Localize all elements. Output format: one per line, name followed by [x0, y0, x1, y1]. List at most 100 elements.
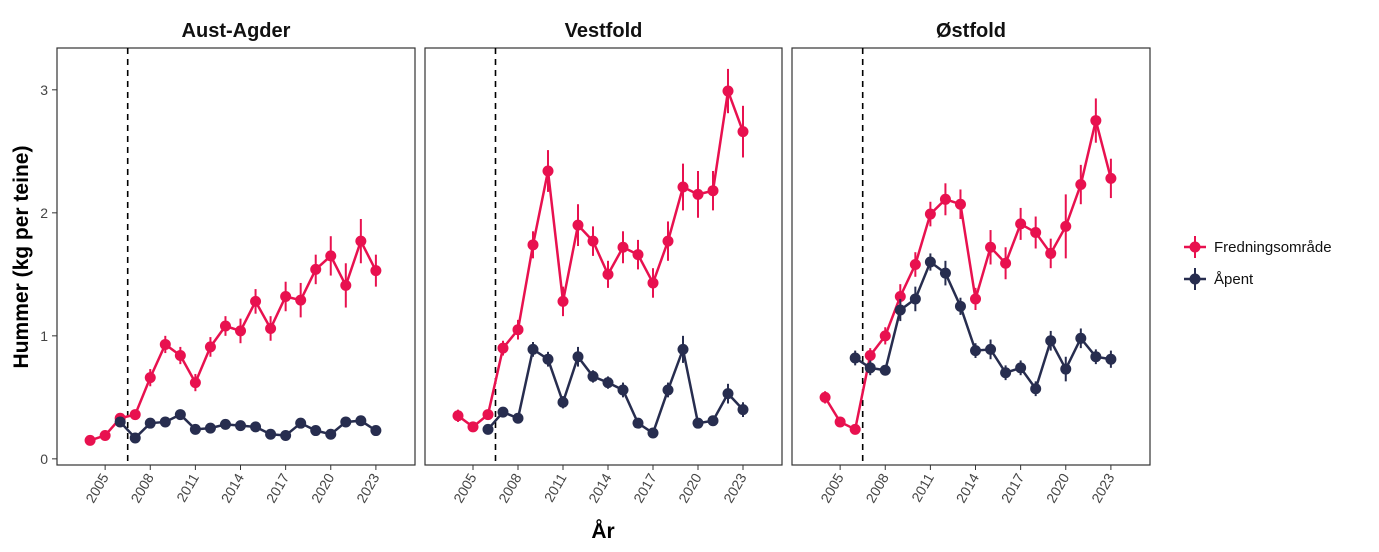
x-tick-label: 2005 — [817, 470, 847, 505]
data-point — [204, 422, 216, 434]
data-point — [970, 293, 982, 305]
data-point — [280, 290, 292, 302]
series-line-apent — [119, 413, 377, 440]
data-point — [557, 295, 569, 307]
data-point — [1075, 179, 1087, 191]
panel-title: Aust-Agder — [182, 20, 291, 42]
data-point — [587, 235, 599, 247]
data-point — [295, 294, 307, 306]
data-point — [924, 208, 936, 220]
data-point — [340, 416, 352, 428]
legend-item-apent[interactable]: Åpent — [1184, 268, 1254, 290]
y-tick-label: 1 — [40, 328, 48, 344]
data-point — [677, 343, 689, 355]
data-point — [617, 241, 629, 253]
data-point — [1060, 363, 1072, 375]
data-point — [189, 423, 201, 435]
data-point — [159, 416, 171, 428]
data-point — [99, 429, 111, 441]
x-tick-label: 2017 — [263, 470, 293, 505]
data-point — [1030, 383, 1042, 395]
data-point — [219, 418, 231, 430]
data-point — [355, 235, 367, 247]
data-point — [1015, 218, 1027, 230]
x-tick-label: 2011 — [541, 470, 570, 504]
data-point — [647, 427, 659, 439]
panel-border — [424, 47, 783, 466]
data-point — [235, 325, 247, 337]
x-tick-label: 2011 — [908, 470, 937, 504]
data-point — [370, 425, 382, 437]
data-point — [159, 338, 171, 350]
data-point — [1060, 220, 1072, 232]
data-point — [909, 293, 921, 305]
data-point — [1000, 367, 1012, 379]
legend-item-fredningsomrade[interactable]: Fredningsområde — [1184, 236, 1332, 258]
data-point — [250, 295, 262, 307]
data-point — [250, 421, 262, 433]
data-point — [970, 345, 982, 357]
legend: Fredningsområde Åpent — [1184, 236, 1332, 290]
data-point — [1030, 227, 1042, 239]
y-tick-label: 0 — [40, 451, 48, 467]
panel-0: Aust-Agder 2005 2008 2011 2014 2017 2020 2023 0 1… — [40, 20, 416, 505]
data-point — [527, 239, 539, 251]
x-tick-label: 2014 — [218, 470, 248, 505]
data-point — [632, 417, 644, 429]
data-point — [954, 198, 966, 210]
series-line-fredningsomrade — [457, 90, 745, 429]
data-point — [572, 351, 584, 363]
data-point — [849, 352, 861, 364]
data-point — [84, 434, 96, 446]
data-point — [1045, 247, 1057, 259]
data-point — [834, 416, 846, 428]
x-tick-label: 2008 — [127, 470, 157, 505]
data-point — [1090, 351, 1102, 363]
data-point — [355, 415, 367, 427]
data-point — [692, 417, 704, 429]
panel-border — [791, 47, 1151, 466]
x-tick-label: 2020 — [308, 470, 338, 505]
x-tick-label: 2005 — [82, 470, 112, 505]
data-point — [114, 416, 126, 428]
data-point — [954, 300, 966, 312]
data-point — [879, 364, 891, 376]
data-point — [482, 409, 494, 421]
data-point — [939, 193, 951, 205]
x-tick-label: 2023 — [1088, 470, 1118, 505]
data-point — [265, 428, 277, 440]
data-point — [144, 417, 156, 429]
data-point — [864, 350, 876, 362]
data-point — [129, 409, 141, 421]
x-tick-label: 2008 — [862, 470, 892, 505]
data-point — [340, 279, 352, 291]
data-point — [602, 268, 614, 280]
data-point — [542, 353, 554, 365]
data-point — [512, 412, 524, 424]
data-point — [174, 350, 186, 362]
data-point — [370, 265, 382, 277]
data-point — [707, 185, 719, 197]
data-point — [129, 432, 141, 444]
data-point — [557, 396, 569, 408]
panel-title: Østfold — [936, 20, 1006, 42]
data-point — [542, 165, 554, 177]
data-point — [310, 263, 322, 275]
data-point — [310, 425, 322, 437]
data-point — [632, 249, 644, 261]
data-point — [864, 362, 876, 374]
data-point — [572, 219, 584, 231]
data-point — [482, 423, 494, 435]
series-line-apent — [854, 260, 1112, 392]
x-tick-label: 2014 — [585, 470, 615, 505]
data-point — [497, 406, 509, 418]
x-tick-label: 2011 — [173, 470, 202, 504]
data-point — [1105, 353, 1117, 365]
data-point — [737, 126, 749, 138]
x-tick-label: 2017 — [998, 470, 1028, 505]
panel-1: Vestfold 2005 2008 2011 2014 2017 2020 2023 — [424, 20, 783, 505]
panel-border — [56, 47, 416, 466]
y-tick-label: 3 — [40, 82, 48, 98]
data-point — [722, 85, 734, 97]
